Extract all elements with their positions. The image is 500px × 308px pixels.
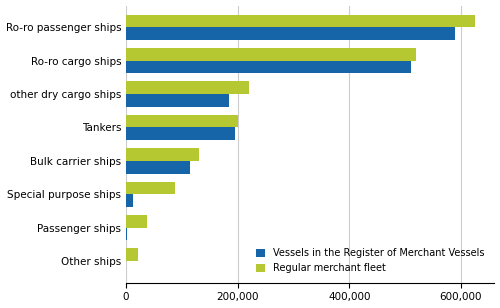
Bar [126, 48, 416, 61]
Bar [126, 228, 127, 240]
Bar [126, 27, 456, 40]
Bar [126, 148, 198, 161]
Legend: Vessels in the Register of Merchant Vessels, Regular merchant fleet: Vessels in the Register of Merchant Vess… [251, 243, 490, 278]
Bar [126, 161, 190, 173]
Bar [126, 14, 475, 27]
Bar [126, 194, 132, 207]
Bar [126, 61, 410, 73]
Bar [126, 181, 175, 194]
Bar [126, 94, 230, 107]
Bar [126, 248, 138, 261]
Bar [126, 215, 148, 228]
Bar [126, 81, 249, 94]
Bar [126, 128, 235, 140]
Bar [126, 115, 238, 128]
